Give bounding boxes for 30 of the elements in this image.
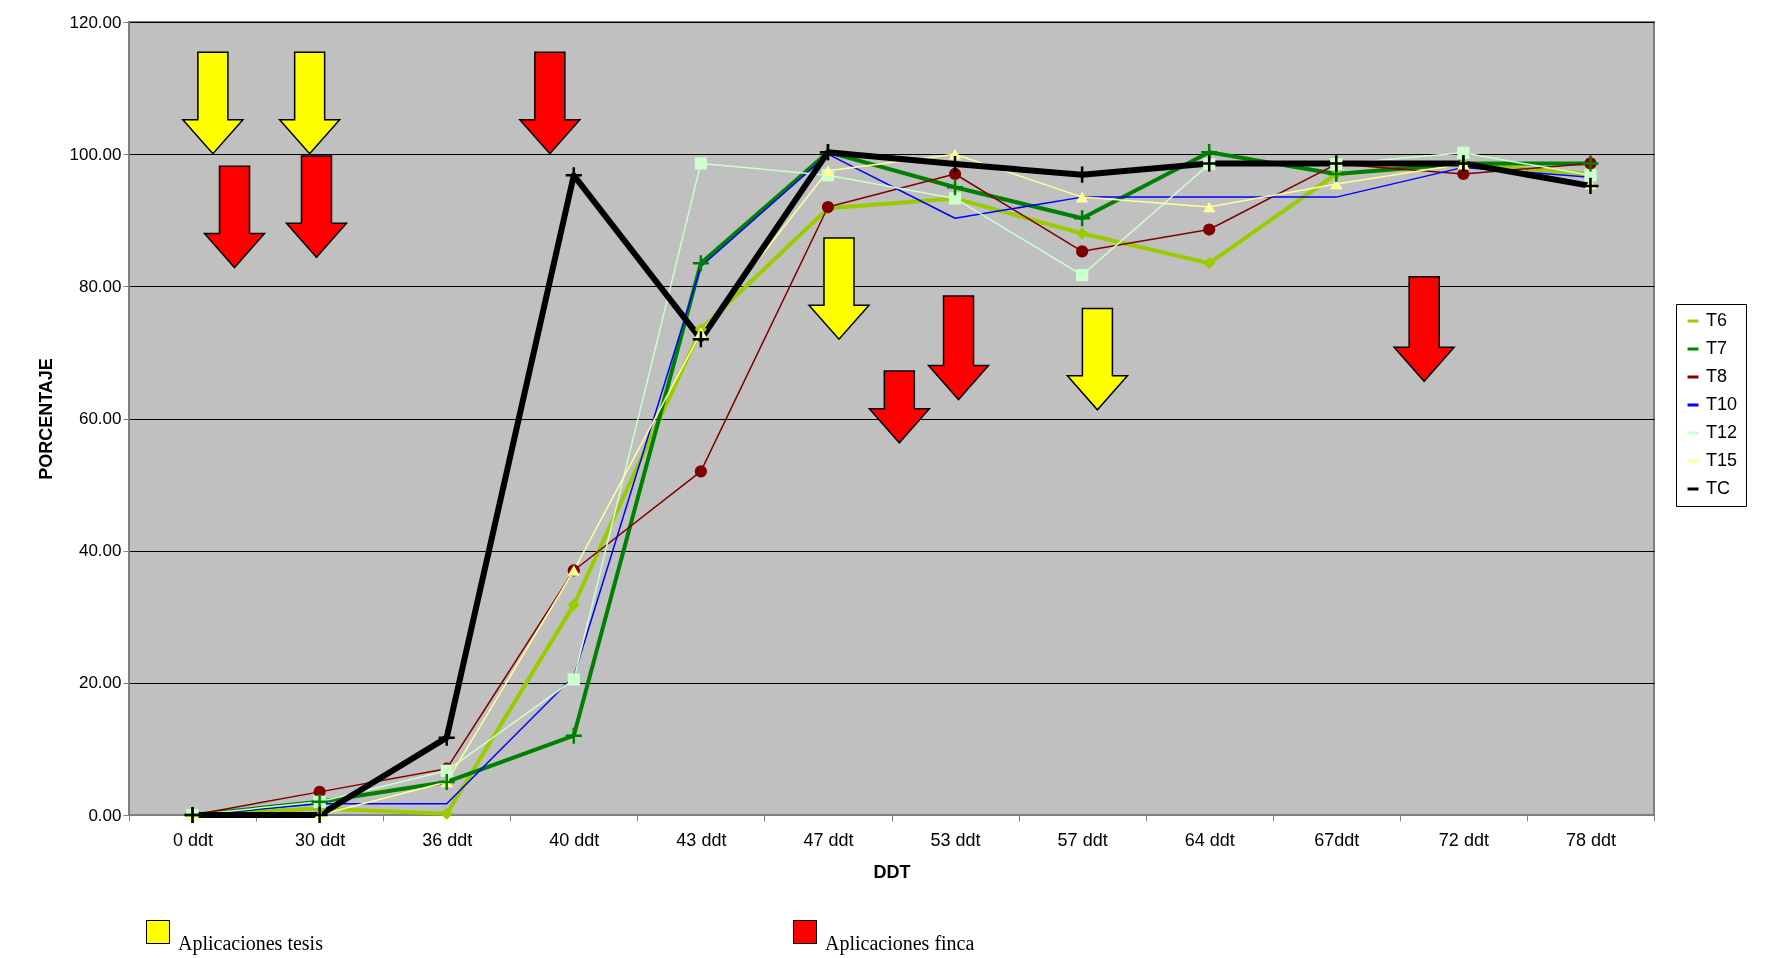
y-axis-title: PORCENTAJE	[35, 358, 56, 480]
x-tick-label: 40 ddt	[549, 829, 600, 850]
x-tick-label: 47 ddt	[803, 829, 854, 850]
x-tick-label: 64 ddt	[1184, 829, 1235, 850]
x-tick-label: 67ddt	[1314, 829, 1360, 850]
x-tick-label: 53 ddt	[930, 829, 981, 850]
legend-label: T10	[1706, 394, 1738, 414]
x-tick-label: 72 ddt	[1438, 829, 1489, 850]
y-tick-label: 40.00	[78, 541, 122, 561]
y-tick-label: 120.00	[69, 12, 122, 32]
legend-label: T15	[1706, 450, 1738, 470]
y-tick-label: 100.00	[69, 144, 122, 164]
x-tick-label: 0 ddt	[173, 829, 214, 850]
y-tick-label: 20.00	[78, 673, 122, 693]
y-tick-label: 0.00	[88, 805, 122, 825]
x-tick-label: 36 ddt	[422, 829, 473, 850]
x-tick-label: 30 ddt	[295, 829, 346, 850]
legend-label: T8	[1706, 366, 1728, 386]
y-tick-label: 80.00	[78, 276, 122, 296]
x-tick-label: 43 ddt	[676, 829, 727, 850]
legend-label: T6	[1706, 310, 1728, 330]
legend-label: T12	[1706, 422, 1738, 442]
text: Aplicaciones finca	[825, 932, 975, 955]
legend-label: TC	[1706, 478, 1730, 498]
x-tick-label: 78 ddt	[1565, 829, 1616, 850]
x-axis-title: DDT	[873, 861, 911, 882]
text: Aplicaciones tesis	[178, 932, 323, 955]
y-tick-label: 60.00	[78, 409, 122, 428]
legend-label: T7	[1706, 338, 1728, 358]
x-tick-label: 57 ddt	[1057, 829, 1108, 850]
